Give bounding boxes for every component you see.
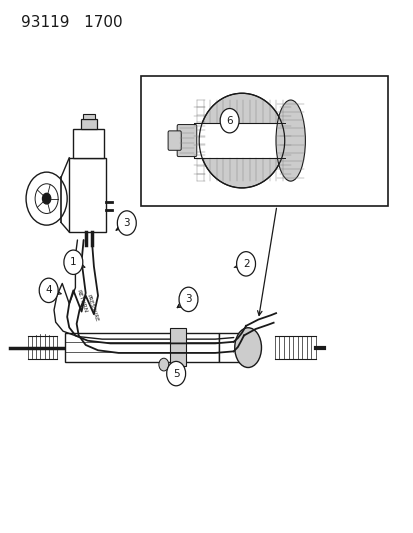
Bar: [65, 333, 219, 362]
Text: 3: 3: [123, 218, 130, 228]
Text: 3: 3: [185, 294, 191, 304]
Bar: [141, 76, 387, 206]
Text: RETURN: RETURN: [75, 289, 88, 313]
Bar: [73, 128, 104, 158]
Text: 93119   1700: 93119 1700: [21, 15, 123, 30]
FancyBboxPatch shape: [168, 131, 181, 150]
Circle shape: [166, 361, 185, 386]
Bar: [170, 328, 186, 366]
Bar: [194, 124, 285, 158]
Ellipse shape: [234, 328, 261, 368]
Bar: [219, 333, 249, 362]
Circle shape: [64, 250, 83, 274]
Ellipse shape: [275, 100, 305, 181]
Circle shape: [220, 109, 238, 133]
Bar: [81, 119, 97, 128]
Circle shape: [159, 358, 169, 371]
Ellipse shape: [199, 93, 284, 188]
Bar: [83, 114, 95, 119]
Circle shape: [236, 252, 255, 276]
FancyBboxPatch shape: [177, 125, 196, 157]
Bar: [69, 158, 106, 232]
Text: 5: 5: [173, 369, 179, 378]
Circle shape: [117, 211, 136, 235]
Text: 1: 1: [70, 257, 76, 267]
Text: 4: 4: [45, 285, 52, 295]
Circle shape: [39, 278, 58, 303]
Circle shape: [43, 193, 51, 204]
Text: PRESSURE: PRESSURE: [85, 294, 99, 322]
Circle shape: [178, 287, 197, 312]
Text: 2: 2: [242, 259, 249, 269]
Text: 6: 6: [226, 116, 233, 126]
